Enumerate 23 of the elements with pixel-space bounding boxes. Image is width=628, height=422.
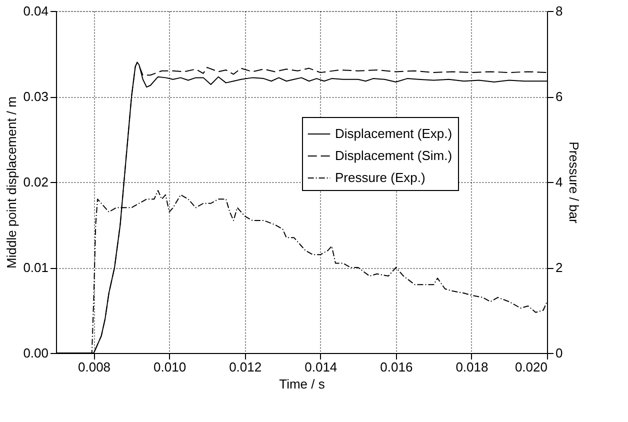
y-tick-label: 0.02	[23, 174, 48, 190]
y-tick-label: 0.01	[23, 260, 48, 275]
x-tick-label: 0.016	[380, 360, 413, 374]
x-tick-label: 0.012	[229, 360, 262, 374]
legend-label: Pressure (Exp.)	[335, 170, 426, 185]
y-tick-label: 0.04	[23, 4, 48, 18]
x-tick-label: 0.008	[78, 360, 111, 374]
x-tick-label: 0.014	[304, 360, 338, 374]
x-tick-label: 0.020	[514, 360, 548, 374]
y2-tick-label: 8	[556, 4, 563, 18]
y2-tick-label: 4	[556, 174, 563, 190]
legend-label: Displacement (Exp.)	[335, 126, 452, 141]
x-tick-label: 0.018	[456, 360, 488, 374]
x-tick-label: 0.010	[154, 360, 186, 374]
y2-tick-label: 2	[556, 260, 563, 275]
legend-label: Displacement (Sim.)	[335, 148, 452, 163]
y-tick-label: 0.03	[23, 89, 48, 104]
y2-axis-title: Pressure / bar	[566, 142, 582, 224]
y2-tick-label: 6	[556, 89, 563, 104]
y-axis-title: Middle point displacement / m	[4, 96, 20, 268]
y-tick-label: 0.00	[23, 346, 48, 360]
y2-tick-label: 0	[556, 346, 563, 360]
x-axis-title: Time / s	[279, 376, 326, 392]
